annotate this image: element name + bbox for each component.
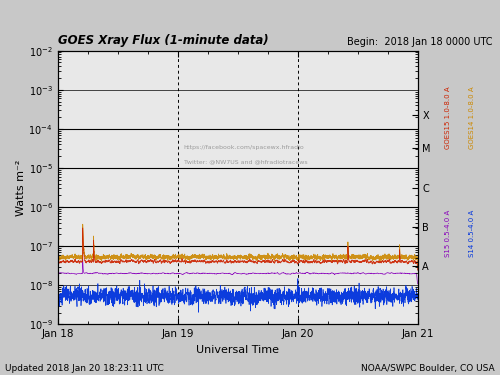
Text: Begin:  2018 Jan 18 0000 UTC: Begin: 2018 Jan 18 0000 UTC xyxy=(347,37,492,47)
Text: S14 0.5-4.0 A: S14 0.5-4.0 A xyxy=(470,210,476,257)
Text: S15 0.5-4.0 A: S15 0.5-4.0 A xyxy=(444,210,450,257)
Text: Updated 2018 Jan 20 18:23:11 UTC: Updated 2018 Jan 20 18:23:11 UTC xyxy=(5,364,164,373)
Text: GOES15 1.0-8.0 A: GOES15 1.0-8.0 A xyxy=(444,86,450,149)
Text: GOES Xray Flux (1-minute data): GOES Xray Flux (1-minute data) xyxy=(58,34,268,47)
Text: https://facebook.com/spacewx.hfradio: https://facebook.com/spacewx.hfradio xyxy=(184,145,304,150)
Text: NOAA/SWPC Boulder, CO USA: NOAA/SWPC Boulder, CO USA xyxy=(362,364,495,373)
Y-axis label: Watts m⁻²: Watts m⁻² xyxy=(16,159,26,216)
X-axis label: Universal Time: Universal Time xyxy=(196,345,279,355)
Text: GOES14 1.0-8.0 A: GOES14 1.0-8.0 A xyxy=(470,86,476,149)
Text: Twitter: @NW7US and @hfradiotracews: Twitter: @NW7US and @hfradiotracews xyxy=(184,159,307,164)
